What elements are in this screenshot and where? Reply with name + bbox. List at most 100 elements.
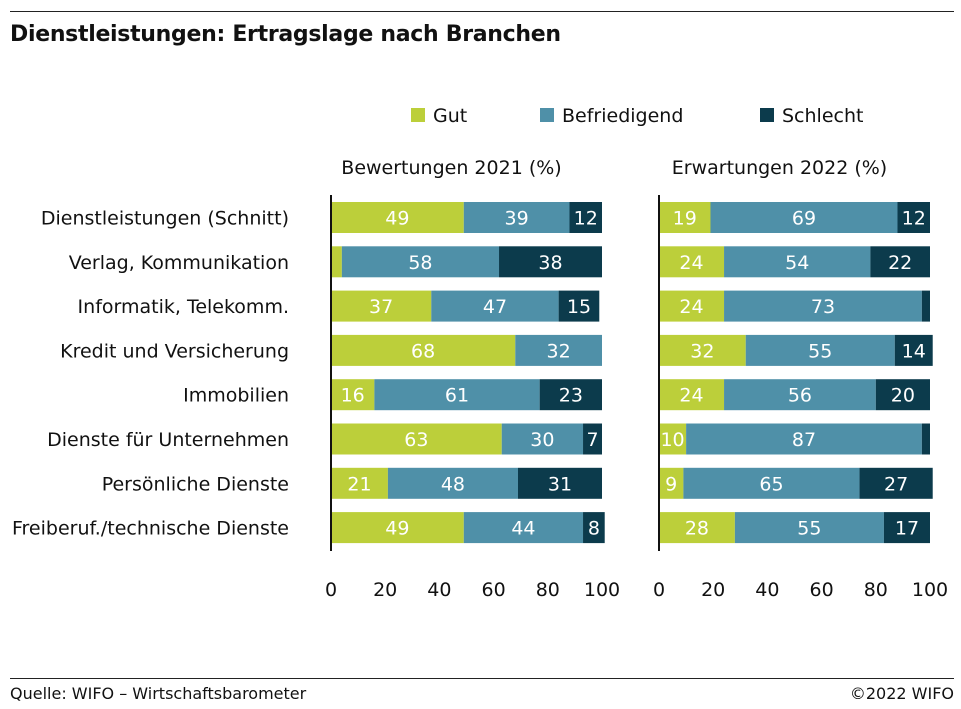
category-label: Dienste für Unternehmen: [47, 429, 289, 451]
data-label: 49: [385, 208, 409, 230]
bar-schlecht: [539, 379, 602, 411]
data-label: 15: [567, 296, 591, 318]
bar-befriedigend: [501, 423, 584, 455]
bar-schlecht: [870, 246, 930, 278]
bar-befriedigend: [724, 379, 876, 411]
bar-gut: [659, 423, 687, 455]
bar-befriedigend: [686, 423, 922, 455]
data-label: 8: [588, 518, 600, 540]
data-label: 24: [679, 296, 703, 318]
tick-label: 40: [427, 579, 451, 601]
bar-gut: [331, 423, 502, 455]
legend-swatch-gut: [411, 108, 425, 122]
data-label: 56: [788, 385, 812, 407]
tick-label: 100: [584, 579, 620, 601]
data-label: 28: [685, 518, 709, 540]
data-label: 24: [679, 252, 703, 274]
bottom-rule: [10, 678, 954, 679]
data-label: 61: [445, 385, 469, 407]
bar-gut: [331, 379, 375, 411]
source-note: Quelle: WIFO – Wirtschaftsbarometer: [10, 684, 307, 703]
tick-label: 20: [373, 579, 397, 601]
data-label: 63: [404, 429, 428, 451]
data-label: 31: [548, 473, 572, 495]
data-label: 55: [797, 518, 821, 540]
tick-label: 80: [536, 579, 560, 601]
tick-label: 60: [810, 579, 834, 601]
data-label: 7: [586, 429, 598, 451]
copyright-note: ©2022 WIFO: [849, 684, 954, 703]
bar-befriedigend: [463, 202, 570, 233]
bar-gut: [331, 246, 342, 278]
bar-schlecht: [894, 334, 933, 366]
bar-gut: [331, 202, 464, 233]
panel-title: Erwartungen 2022 (%): [672, 157, 887, 179]
data-label: 73: [811, 296, 835, 318]
bar-befriedigend: [431, 290, 559, 322]
data-label: 23: [559, 385, 583, 407]
bar-befriedigend: [724, 246, 871, 278]
bar-befriedigend: [683, 467, 860, 499]
data-label: 20: [891, 385, 915, 407]
bar-gut: [659, 512, 735, 544]
bar-schlecht: [859, 467, 933, 499]
tick-label: 60: [482, 579, 506, 601]
bar-gut: [331, 334, 516, 366]
bar-gut: [659, 334, 746, 366]
tick-label: 0: [325, 579, 337, 601]
data-label: 27: [884, 473, 908, 495]
legend-label-gut: Gut: [433, 105, 467, 127]
bar-gut: [331, 512, 464, 544]
data-label: 32: [690, 340, 714, 362]
legend-label-befriedigend: Befriedigend: [562, 105, 683, 127]
data-label: 65: [759, 473, 783, 495]
data-label: 55: [808, 340, 832, 362]
bar-gut: [659, 290, 725, 322]
bar-gut: [331, 467, 388, 499]
data-label: 48: [441, 473, 465, 495]
bar-schlecht: [875, 379, 930, 411]
data-label: 68: [411, 340, 435, 362]
data-label: 19: [673, 208, 697, 230]
data-label: 30: [530, 429, 554, 451]
bar-befriedigend: [734, 512, 884, 544]
panel-title: Bewertungen 2021 (%): [341, 157, 561, 179]
category-label: Kredit und Versicherung: [60, 340, 289, 362]
legend-swatch-schlecht: [760, 108, 774, 122]
data-label: 22: [888, 252, 912, 274]
bar-schlecht: [583, 512, 605, 544]
tick-label: 80: [864, 579, 888, 601]
data-label: 14: [902, 340, 926, 362]
data-label: 9: [665, 473, 677, 495]
category-label: Dienstleistungen (Schnitt): [41, 208, 289, 230]
data-label: 10: [660, 429, 684, 451]
tick-label: 40: [755, 579, 779, 601]
bar-schlecht: [583, 423, 602, 455]
bar-schlecht: [883, 512, 930, 544]
bar-schlecht: [921, 290, 930, 322]
data-label: 87: [792, 429, 816, 451]
bar-schlecht: [517, 467, 602, 499]
bar-befriedigend: [515, 334, 602, 366]
data-label: 17: [895, 518, 919, 540]
chart-title: Dienstleistungen: Ertragslage nach Branc…: [10, 22, 561, 47]
bar-gut: [659, 246, 725, 278]
data-label: 37: [369, 296, 393, 318]
data-label: 12: [574, 208, 598, 230]
bar-befriedigend: [387, 467, 518, 499]
category-label: Persönliche Dienste: [102, 473, 289, 495]
data-label: 49: [385, 518, 409, 540]
bar-befriedigend: [724, 290, 922, 322]
bar-schlecht: [558, 290, 600, 322]
category-label: Verlag, Kommunikation: [69, 252, 289, 274]
data-label: 58: [408, 252, 432, 274]
bar-gut: [659, 202, 711, 233]
bar-gut: [659, 379, 725, 411]
data-label: 32: [547, 340, 571, 362]
data-label: 16: [341, 385, 365, 407]
data-label: 39: [505, 208, 529, 230]
data-label: 44: [511, 518, 535, 540]
data-label: 12: [902, 208, 926, 230]
bar-befriedigend: [341, 246, 500, 278]
